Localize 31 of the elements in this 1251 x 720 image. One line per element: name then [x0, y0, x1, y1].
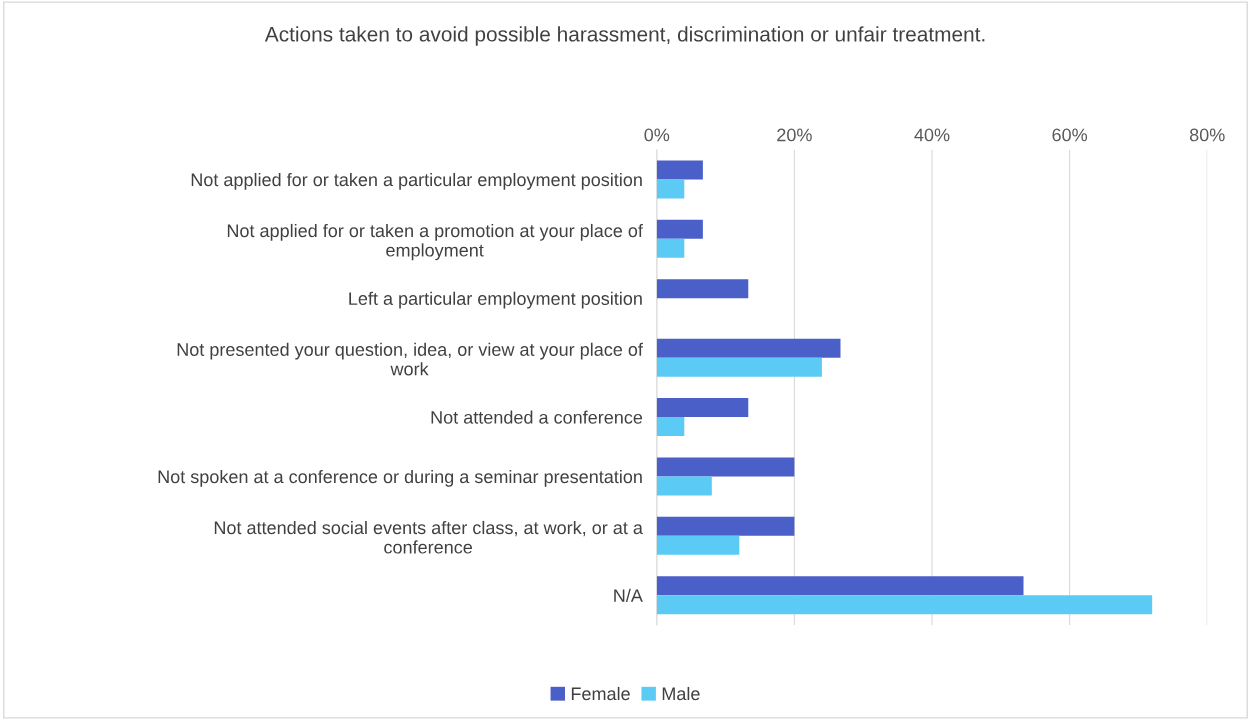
bar	[656, 476, 712, 496]
y-tick-label: Not attended social events after class, at work, or at a conference	[214, 520, 643, 554]
bar	[656, 417, 685, 437]
bar	[656, 238, 685, 258]
x-tick-label: 0%	[644, 128, 670, 142]
y-tick-label: Not applied for or taken a particular employment position	[191, 172, 642, 190]
x-tick-label: 20%	[777, 128, 812, 142]
legend-label: Female	[571, 686, 630, 701]
bar	[656, 279, 749, 299]
y-tick-label: Not spoken at a conference or during a seminar presentation	[158, 469, 642, 487]
y-tick-label: Left a particular employment position	[349, 291, 642, 309]
y-tick-label: N/A	[614, 588, 643, 602]
bar	[656, 160, 703, 180]
bar	[656, 398, 749, 418]
y-tick-label: Not applied for or taken a promotion at your place of employment	[227, 223, 643, 261]
legend-label: Male	[662, 686, 700, 701]
x-tick-label: 40%	[914, 128, 950, 142]
bar	[656, 576, 1024, 596]
bar	[656, 357, 822, 377]
x-tick-label: 60%	[1052, 128, 1088, 142]
bar	[656, 219, 703, 239]
bar	[656, 516, 795, 536]
chart-title: Actions taken to avoid possible harassment, discrimination or unfair treatment.	[264, 26, 985, 46]
bar	[656, 535, 740, 555]
y-tick-label: Not presented your question, idea, or view at your place of work	[177, 342, 643, 376]
bar	[656, 179, 685, 199]
x-tick-label: 80%	[1189, 128, 1225, 142]
y-tick-label: Not attended a conference	[431, 410, 643, 424]
bar	[656, 595, 1153, 615]
bar	[656, 338, 841, 358]
bar	[656, 457, 795, 477]
